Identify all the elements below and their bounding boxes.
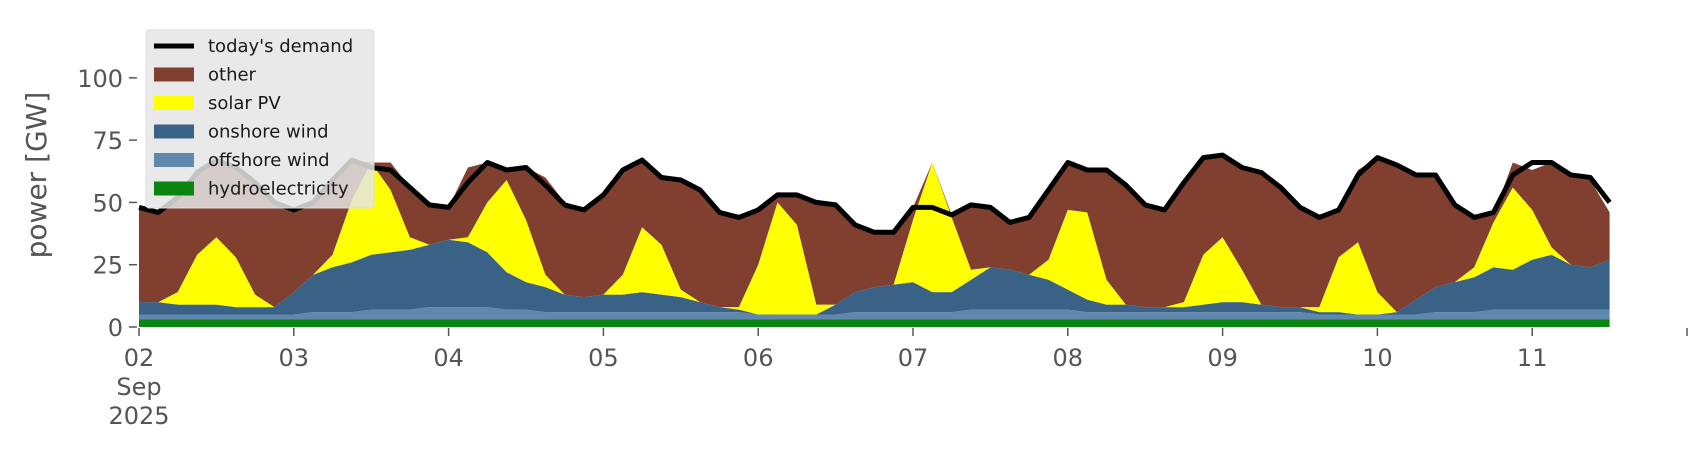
demand-line-layer — [138, 152, 1612, 235]
x-tick-label: 09 — [1207, 344, 1238, 372]
x-tick-month-label: Sep — [116, 373, 161, 401]
x-tick-year-label: 2025 — [108, 402, 169, 430]
legend-swatch-offshore-wind — [154, 153, 194, 167]
x-tick-label: 03 — [279, 344, 310, 372]
legend-box — [145, 29, 375, 209]
area-hydroelectricity — [139, 319, 1610, 327]
legend-swatch-solar-pv — [154, 96, 194, 110]
x-tick-label: 10 — [1362, 344, 1393, 372]
y-tick-label: 25 — [92, 252, 123, 280]
x-tick-label: 06 — [743, 344, 774, 372]
y-tick-label: 75 — [92, 127, 123, 155]
y-tick-label: 100 — [77, 65, 123, 93]
legend-label-today-s-demand: today's demand — [208, 36, 353, 57]
demand-line — [138, 152, 1612, 235]
x-tick-label: 04 — [433, 344, 464, 372]
legend-label-solar-pv: solar PV — [208, 93, 281, 114]
y-axis: 0 25 50 75 100 — [77, 65, 137, 342]
stacked-areas — [139, 157, 1610, 327]
y-axis-label: power [GW] — [20, 92, 53, 259]
area-onshore-wind — [139, 239, 1610, 315]
legend-label-hydroelectricity: hydroelectricity — [208, 179, 349, 200]
legend-swatch-other — [154, 67, 194, 82]
legend-label-onshore-wind: onshore wind — [208, 122, 329, 143]
x-tick-label: 02 — [124, 344, 155, 372]
legend-label-offshore-wind: offshore wind — [208, 150, 330, 171]
legend-swatch-onshore-wind — [154, 124, 194, 139]
legend: today's demand other solar PV onshore wind o… — [145, 29, 375, 209]
area-offshore-wind — [139, 307, 1610, 320]
y-tick-label: 50 — [92, 189, 123, 217]
x-tick-label: 11 — [1517, 344, 1548, 372]
y-tick-label: 0 — [108, 314, 123, 342]
x-tick-label: 08 — [1053, 344, 1084, 372]
x-tick-label: 07 — [898, 344, 929, 372]
legend-swatch-hydroelectricity — [154, 181, 194, 196]
area-other — [139, 157, 1610, 313]
area-solar-pv — [139, 162, 1610, 315]
x-tick-label: 05 — [588, 344, 619, 372]
legend-label-other: other — [208, 65, 257, 86]
